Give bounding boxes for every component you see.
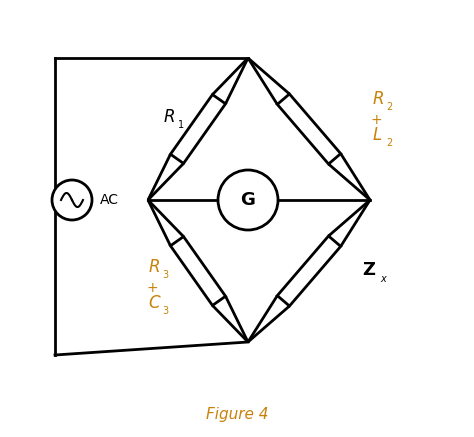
Text: +: + <box>370 113 382 127</box>
Text: $R$: $R$ <box>163 110 175 126</box>
Polygon shape <box>277 94 341 164</box>
Text: Figure 4: Figure 4 <box>206 407 268 423</box>
Circle shape <box>52 180 92 220</box>
Text: $C$: $C$ <box>148 295 162 312</box>
Text: $R$: $R$ <box>372 91 384 108</box>
Text: $\mathbf{Z}$: $\mathbf{Z}$ <box>362 261 376 279</box>
Text: $_2$: $_2$ <box>386 135 393 149</box>
Text: $_1$: $_1$ <box>177 117 184 131</box>
Polygon shape <box>277 236 341 306</box>
Polygon shape <box>171 236 226 305</box>
Text: $_3$: $_3$ <box>162 267 170 281</box>
Text: $_2$: $_2$ <box>386 99 393 113</box>
Text: $_3$: $_3$ <box>162 303 170 317</box>
Circle shape <box>218 170 278 230</box>
Text: $_x$: $_x$ <box>380 271 388 285</box>
Text: G: G <box>241 191 255 209</box>
Polygon shape <box>171 94 226 163</box>
Text: $R$: $R$ <box>148 260 160 277</box>
Text: AC: AC <box>100 193 119 207</box>
Text: $L$: $L$ <box>372 128 382 145</box>
Text: +: + <box>146 281 158 295</box>
